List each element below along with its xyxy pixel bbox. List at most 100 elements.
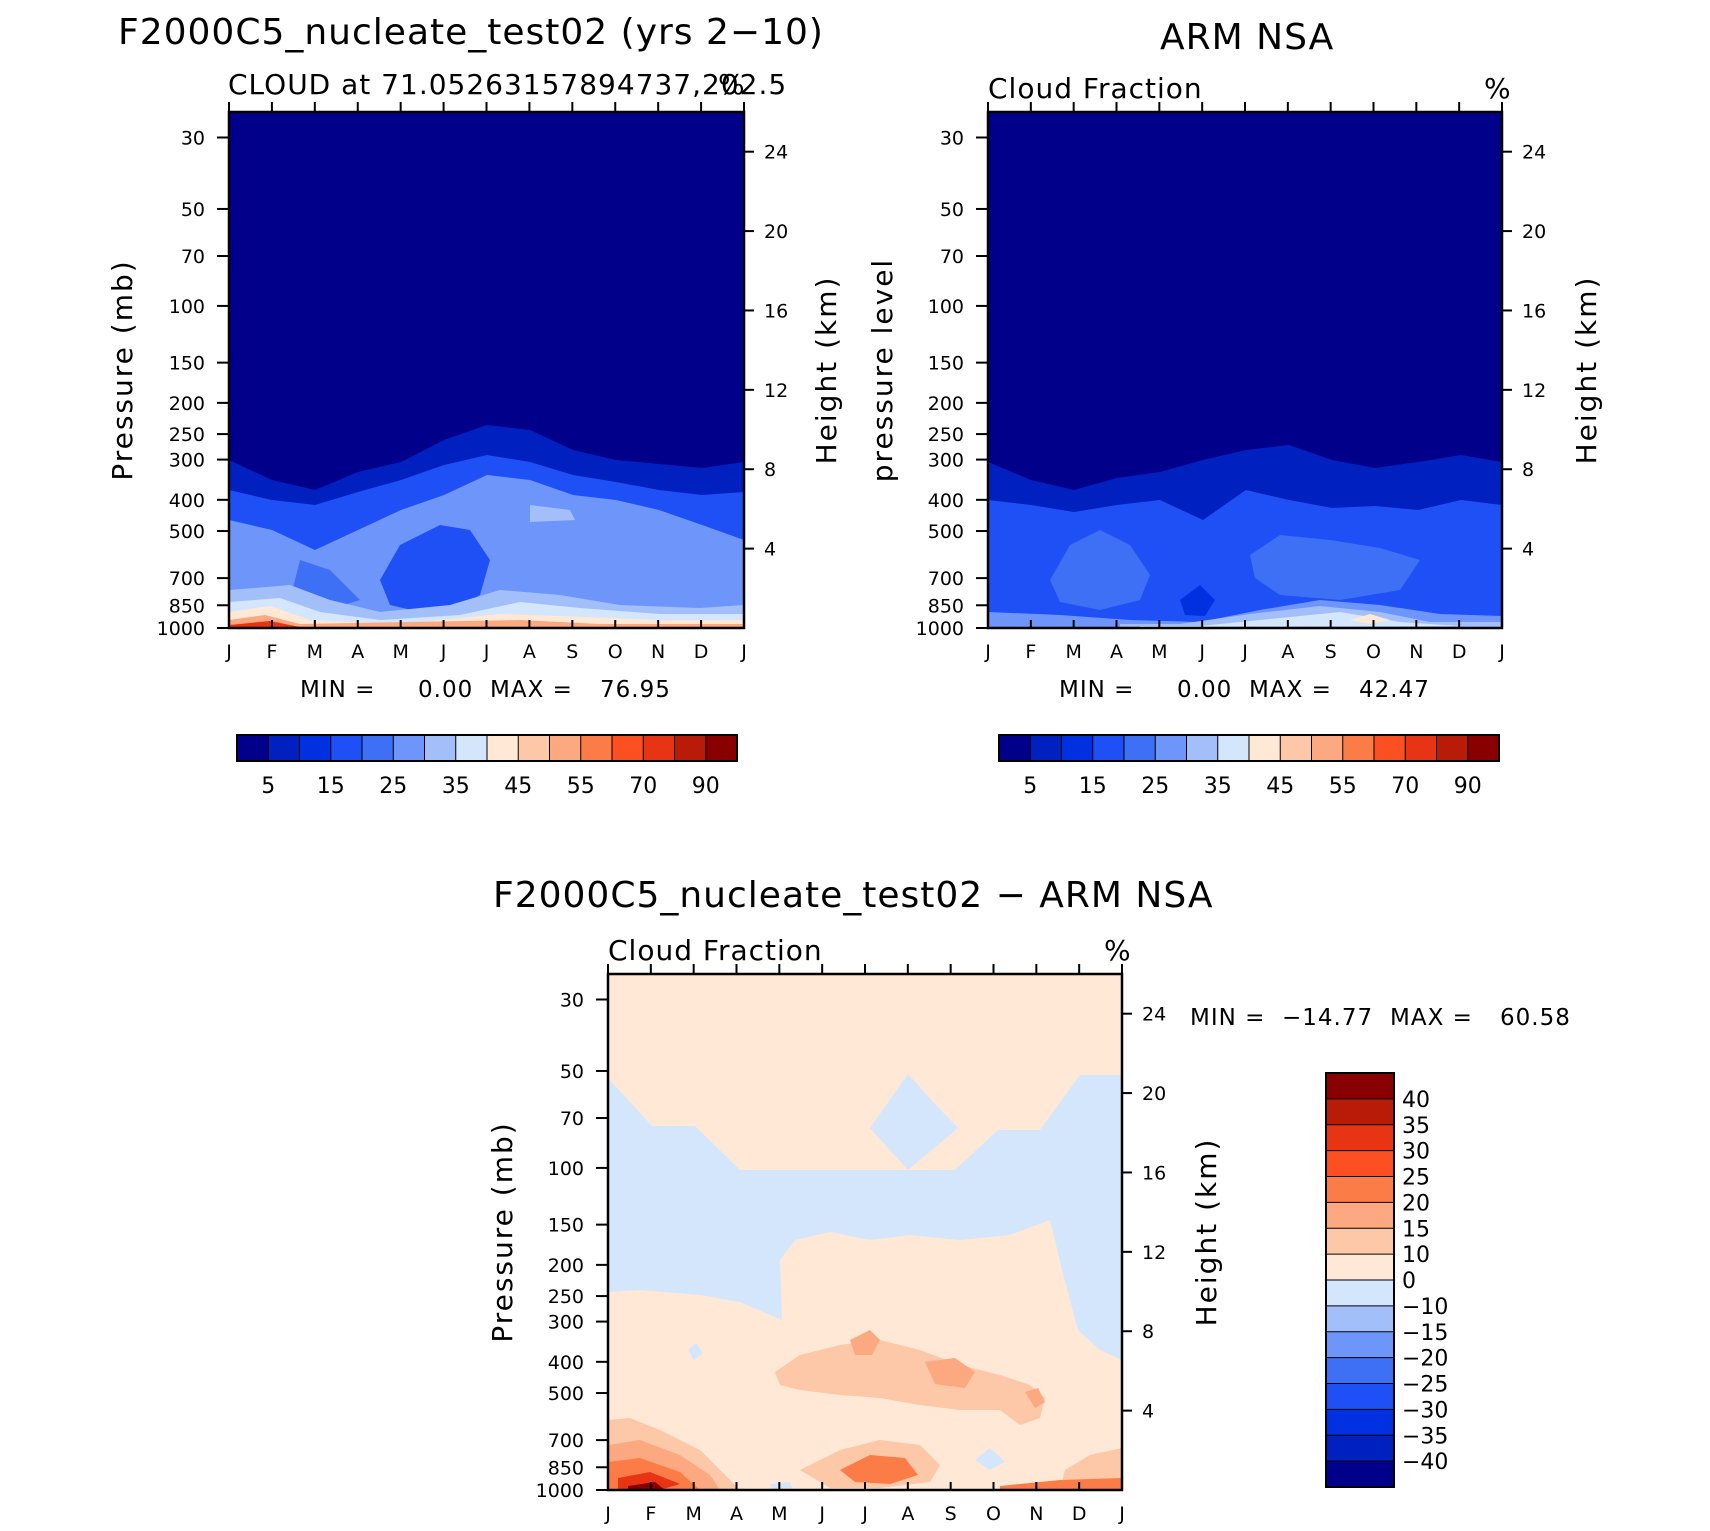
diff-x-tick-label: O [986, 1503, 1001, 1525]
diff-neg-speck-3 [770, 1482, 792, 1489]
obs-y-tick-label: 70 [940, 246, 964, 268]
obs-colorbar-label: 45 [1266, 774, 1294, 799]
obs-colorbar-swatch [1311, 734, 1344, 762]
model-y-tick-label: 30 [181, 128, 205, 150]
obs-colorbar-swatch [1248, 734, 1282, 762]
diff-y-tick-label: 300 [548, 1312, 584, 1334]
model-y-tick-label: 250 [169, 424, 205, 446]
model-colorbar-swatch [549, 734, 582, 762]
obs-lowband-3 [1140, 612, 1460, 627]
diff-pos-lower-5 [628, 1482, 665, 1490]
obs-colorbar-label: 25 [1141, 774, 1169, 799]
model-x-tick-label: D [694, 641, 709, 663]
model-min-value: 0.00 [418, 677, 473, 703]
model-colorbar-swatch [611, 734, 645, 762]
diff-colorbar-label: 20 [1402, 1191, 1430, 1216]
obs-colorbar-swatch [1217, 734, 1250, 762]
model-colorbar-outline [236, 734, 738, 762]
diff-y-tick-label: 700 [548, 1430, 584, 1452]
diff-colorbar-label: 25 [1402, 1166, 1430, 1191]
diff-pos-upper-4 [1025, 1388, 1045, 1408]
diff-y-right-tick-label: 8 [1142, 1321, 1154, 1343]
diff-neg-diamond [870, 1074, 958, 1170]
obs-lowband-4 [1350, 614, 1390, 624]
model-x-tick-label: M [392, 641, 408, 663]
model-x-tick-label: J [483, 641, 490, 663]
diff-y-right-tick-label: 4 [1142, 1401, 1154, 1423]
obs-colorbar-swatch [1467, 734, 1500, 762]
diff-y-tick-label: 30 [560, 990, 584, 1012]
model-ylabel: Pressure (mb) [106, 259, 139, 480]
model-ylabel-right: Height (km) [810, 276, 843, 465]
model-colorbar-swatch [330, 734, 363, 762]
model-blob-light [530, 505, 575, 522]
model-lowband-5 [229, 621, 300, 628]
obs-x-tick-label: A [1110, 641, 1123, 663]
diff-x-tick-label: A [901, 1503, 914, 1525]
obs-max-value: 42.47 [1359, 677, 1430, 703]
diff-colorbar-label: −15 [1402, 1321, 1448, 1346]
diff-x-tick-label: D [1072, 1503, 1087, 1525]
diff-pos-right-2 [1000, 1478, 1122, 1490]
obs-colorbar-label: 5 [1023, 774, 1037, 799]
obs-blob-dark [1180, 585, 1215, 616]
obs-x-tick-label: F [1025, 641, 1036, 663]
obs-x-tick-label: J [1198, 641, 1205, 663]
model-y-tick-label: 100 [169, 296, 205, 318]
obs-blob-1 [1050, 530, 1150, 610]
diff-y-tick-label: 500 [548, 1383, 584, 1405]
obs-colorbar-swatch [1404, 734, 1438, 762]
obs-colorbar-swatch [1186, 734, 1219, 762]
model-colorbar-label: 90 [692, 774, 720, 799]
diff-colorbar-swatch [1325, 1331, 1395, 1359]
diff-colorbar-swatch [1325, 1460, 1395, 1488]
obs-y-tick-label: 250 [928, 424, 964, 446]
obs-colorbar: 5 15 25 35 45 55 70 90 [998, 734, 1500, 799]
diff-x-tick-label: A [730, 1503, 743, 1525]
diff-x-tick-label: J [818, 1503, 825, 1525]
diff-colorbar-label: −10 [1402, 1295, 1448, 1320]
diff-colorbar-label: 30 [1402, 1140, 1430, 1165]
diff-ticks: J F M A M J J A S O N D J 30 50 70 100 150 200 250 300 400 500… [536, 964, 1166, 1525]
model-max-label: MAX = [490, 677, 573, 703]
model-y-tick-label: 700 [169, 568, 205, 590]
diff-neg-lower [608, 1220, 1122, 1360]
diff-colorbar-swatch [1325, 1176, 1395, 1204]
model-y-right-tick-label: 8 [764, 459, 776, 481]
obs-y-tick-label: 150 [928, 353, 964, 375]
model-y-tick-label: 300 [169, 450, 205, 472]
obs-contour-field [988, 112, 1502, 628]
diff-x-tick-label: N [1029, 1503, 1043, 1525]
obs-y-right-tick-label: 16 [1522, 300, 1546, 322]
obs-y-tick-label: 850 [928, 595, 964, 617]
model-colorbar-swatch [486, 734, 520, 762]
obs-colorbar-label: 55 [1329, 774, 1357, 799]
obs-ylabel-right: Height (km) [1570, 276, 1603, 465]
diff-pos-upper-1 [775, 1340, 1045, 1425]
diff-pos-upper-3 [925, 1358, 975, 1388]
diff-y-tick-label: 70 [560, 1108, 584, 1130]
obs-units: % [1484, 72, 1512, 105]
obs-colorbar-swatch [1092, 734, 1125, 762]
diff-x-tick-label: J [861, 1503, 868, 1525]
model-colorbar-label: 5 [261, 774, 275, 799]
diff-y-right-tick-label: 24 [1142, 1004, 1166, 1026]
model-y-right-tick-label: 16 [764, 300, 788, 322]
diff-colorbar-label: 15 [1402, 1217, 1430, 1242]
obs-y-tick-label: 50 [940, 199, 964, 221]
model-colorbar-swatch [267, 734, 301, 762]
obs-max-label: MAX = [1249, 677, 1332, 703]
model-blob-deep [380, 525, 490, 612]
diff-x-tick-label: F [645, 1503, 656, 1525]
diff-colorbar-swatch [1325, 1383, 1395, 1411]
diff-y-tick-label: 850 [548, 1457, 584, 1479]
obs-x-tick-label: M [1065, 641, 1081, 663]
obs-y-right-tick-label: 24 [1522, 142, 1546, 164]
obs-y-right-tick-label: 4 [1522, 539, 1534, 561]
obs-title: ARM NSA [1160, 17, 1334, 58]
obs-x-tick-label: M [1151, 641, 1167, 663]
obs-x-tick-label: J [984, 641, 991, 663]
diff-colorbar-swatch [1325, 1305, 1395, 1333]
